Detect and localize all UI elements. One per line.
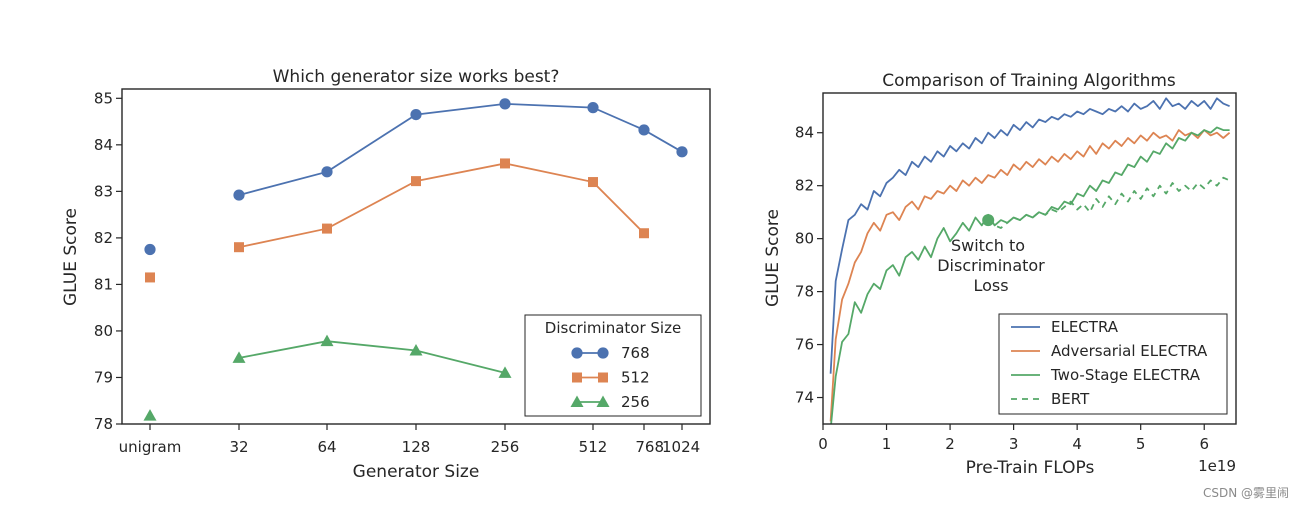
series-256-point [320, 334, 334, 347]
series-768-point [144, 243, 156, 256]
legend-512-marker-b [598, 372, 608, 383]
series-512-point [234, 242, 244, 253]
right-x-ticks: 0 1 2 3 4 5 6 [818, 424, 1209, 453]
series-512-line [238, 162, 645, 249]
left-y-ticks: 78 79 80 81 82 83 84 85 [94, 89, 122, 433]
series-bert-line [987, 176, 1230, 229]
legend-768-marker-a [571, 347, 583, 359]
legend-two-stage-electra-label: Two-Stage ELECTRA [1050, 366, 1201, 384]
left-x-tick-label: 64 [317, 438, 336, 456]
right-legend-box [998, 313, 1228, 415]
legend-adversarial-electra-label: Adversarial ELECTRA [1051, 342, 1208, 360]
right-x-tick-label: 6 [1199, 435, 1209, 453]
left-chart-title: Which generator size works best? [273, 67, 560, 87]
left-x-tick-label: 768 [635, 438, 664, 456]
left-y-tick-label: 78 [94, 415, 113, 433]
series-768-point [321, 166, 333, 178]
right-x-tick-label: 3 [1009, 435, 1019, 453]
right-legend-items: ELECTRA Adversarial ELECTRA Two-Stage ELEC… [1011, 318, 1208, 408]
right-y-tick-label: 78 [795, 283, 814, 301]
right-x-tick-label: 0 [818, 435, 828, 453]
right-y-ticks: 74 76 78 80 82 84 [795, 124, 823, 407]
series-electra-line [829, 97, 1230, 374]
right-plot-area [829, 97, 1231, 424]
annotation-line-2: Discriminator [937, 256, 1045, 275]
left-y-tick-label: 85 [94, 89, 113, 107]
series-768-line [238, 102, 683, 196]
right-x-tick-label: 5 [1136, 435, 1146, 453]
series-768-point [638, 124, 650, 136]
right-x-tick-label: 1 [882, 435, 892, 453]
left-y-axis-label: GLUE Score [61, 208, 81, 306]
series-768-point [410, 108, 422, 121]
right-axes-frame [822, 92, 1237, 425]
left-y-tick-label: 79 [94, 368, 113, 386]
legend-768-label: 768 [621, 344, 650, 362]
series-512-point [639, 228, 649, 239]
annotation-line-3: Loss [973, 276, 1008, 295]
left-legend-title: Discriminator Size [545, 319, 681, 337]
left-plot-area [143, 98, 688, 421]
legend-256-marker-b [596, 395, 610, 407]
legend-256-label: 256 [621, 393, 650, 411]
left-x-tick-label: 1024 [662, 438, 700, 456]
legend-512-marker-a [572, 372, 582, 383]
series-512-point [588, 177, 598, 188]
series-768-point [587, 102, 599, 114]
left-legend-items: 768 512 256 [570, 344, 650, 411]
chart-generator-size: Which generator size works best? 78 79 80 8… [61, 67, 711, 482]
series-256-point [143, 409, 157, 421]
legend-768-marker-b [597, 347, 609, 359]
series-768-point [499, 98, 511, 110]
right-legend: ELECTRA Adversarial ELECTRA Two-Stage ELEC… [998, 313, 1228, 415]
left-x-tick-label: 32 [229, 438, 248, 456]
series-512-point [322, 223, 332, 234]
left-legend-box [524, 314, 702, 417]
left-x-tick-label: 512 [579, 438, 608, 456]
right-y-tick-label: 76 [795, 336, 814, 354]
left-y-tick-label: 84 [94, 136, 113, 154]
series-512-point [411, 176, 421, 187]
legend-256-marker-a [570, 395, 584, 407]
series-two-stage-electra-line [830, 126, 1230, 424]
left-x-tick-label: unigram [119, 438, 182, 456]
right-y-tick-label: 80 [795, 230, 814, 248]
left-x-tick-label: 128 [402, 438, 431, 456]
legend-512-label: 512 [621, 369, 650, 387]
legend-bert-label: BERT [1051, 390, 1090, 408]
series-768-point [676, 146, 688, 158]
series-768-point [233, 189, 245, 201]
series-512-point [500, 158, 510, 169]
annotation-line-1: Switch to [951, 236, 1025, 255]
series-adversarial-electra-line [829, 129, 1231, 422]
right-y-axis-label: GLUE Score [763, 209, 783, 307]
chart-training-algorithms: Comparison of Training Algorithms 74 76 78… [763, 71, 1237, 478]
right-x-tick-label: 2 [945, 435, 955, 453]
watermark: CSDN @雾里闹 [1203, 486, 1289, 500]
right-x-tick-label: 4 [1072, 435, 1082, 453]
right-x-offset-label: 1e19 [1198, 457, 1236, 475]
right-y-tick-label: 84 [795, 124, 814, 142]
right-y-tick-label: 74 [795, 389, 814, 407]
series-256-point [232, 351, 246, 363]
series-256-point [498, 366, 512, 378]
right-x-axis-label: Pre-Train FLOPs [966, 458, 1095, 478]
annotation-marker [982, 214, 995, 227]
series-256-point [409, 343, 423, 356]
left-y-tick-label: 82 [94, 229, 113, 247]
left-y-tick-label: 83 [94, 182, 113, 200]
annotation: Switch to Discriminator Loss [937, 236, 1045, 295]
series-256-line [238, 340, 506, 374]
left-y-tick-label: 80 [94, 322, 113, 340]
left-legend: Discriminator Size 768 512 256 [524, 314, 702, 417]
left-x-axis-label: Generator Size [353, 462, 480, 482]
legend-electra-label: ELECTRA [1051, 318, 1119, 336]
left-y-tick-label: 81 [94, 275, 113, 293]
series-512-point [145, 272, 155, 283]
left-x-tick-label: 256 [491, 438, 520, 456]
right-y-tick-label: 82 [795, 177, 814, 195]
right-chart-title: Comparison of Training Algorithms [882, 71, 1176, 91]
